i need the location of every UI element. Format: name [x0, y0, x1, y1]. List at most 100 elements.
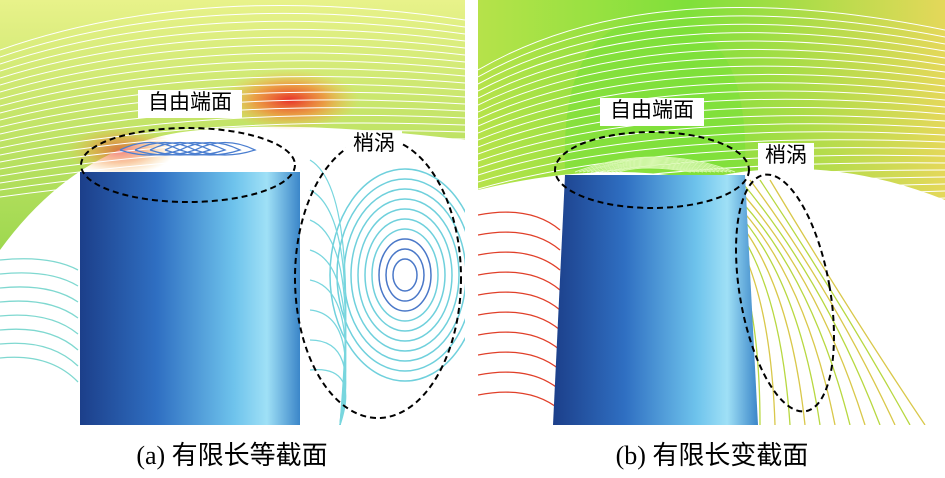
dashed-outline: [735, 173, 835, 413]
streamline: [194, 141, 257, 156]
streamline: [478, 15, 945, 78]
region-label: 梢涡: [765, 143, 807, 167]
streamline: [478, 65, 945, 120]
streamline: [0, 300, 79, 319]
streamline: [478, 57, 945, 113]
streamline: [478, 371, 561, 391]
streamline: [0, 68, 465, 107]
streamline: [582, 158, 728, 173]
streamline: [478, 351, 561, 371]
region-label: 梢涡: [353, 131, 395, 155]
streamline: [478, 123, 945, 169]
streamline: [0, 60, 465, 100]
dashed-outline: [80, 127, 296, 203]
streamline: [578, 157, 732, 173]
streamline: [0, 130, 465, 163]
streamline: [0, 44, 465, 86]
streamline: [478, 311, 561, 331]
streamline: [364, 218, 446, 332]
streamline: [0, 286, 79, 303]
label-box: [138, 90, 242, 118]
streamline: [0, 75, 465, 114]
streamline: [478, 391, 561, 411]
streamline: [329, 168, 465, 382]
streamline: [0, 52, 465, 93]
panel-b-image: [478, 0, 945, 425]
streamline: [0, 328, 79, 351]
streamline: [478, 73, 945, 127]
streamline: [0, 356, 79, 383]
streamline: [614, 166, 696, 173]
caption: (a) 有限长等截面: [136, 441, 327, 470]
streamline: [378, 238, 432, 312]
region-label: 自由端面: [148, 90, 232, 114]
region-label: 自由端面: [610, 98, 694, 122]
streamline: [0, 114, 465, 149]
streamline: [478, 90, 945, 141]
streamline: [309, 339, 347, 425]
streamline: [0, 83, 465, 121]
streamline: [164, 141, 227, 156]
streamline: [343, 188, 465, 362]
streamline: [478, 271, 561, 291]
streamline: [606, 164, 704, 173]
streamline: [729, 179, 866, 425]
streamline: [0, 12, 465, 58]
streamline: [610, 165, 700, 173]
streamline: [478, 32, 945, 92]
streamline: [478, 162, 945, 204]
streamline: [478, 147, 945, 190]
streamline: [478, 331, 561, 351]
label-box: [758, 143, 814, 171]
streamline: [0, 20, 465, 65]
streamline: [478, 23, 945, 85]
label-box: [600, 98, 704, 126]
streamline: [478, 251, 561, 271]
streamline: [309, 309, 347, 425]
streamline: [618, 167, 692, 173]
streamline: [478, 211, 561, 231]
caption: (b) 有限长变截面: [616, 441, 809, 470]
panel-a-image: [0, 0, 465, 425]
streamline: [478, 231, 561, 251]
streamline: [478, 82, 945, 134]
dashed-outline: [554, 131, 750, 209]
streamline: [0, 122, 465, 156]
streamline: [0, 28, 465, 72]
streamline: [0, 36, 465, 79]
streamline: [357, 208, 453, 342]
label-box: [346, 131, 402, 159]
streamline: [134, 141, 197, 156]
streamline: [590, 160, 720, 173]
streamline: [350, 198, 460, 352]
streamline: [478, 7, 945, 71]
streamline: [119, 141, 182, 156]
streamline: [149, 141, 212, 156]
streamline: [478, 131, 945, 176]
streamline: [0, 4, 465, 51]
streamline: [594, 161, 716, 173]
streamline: [598, 162, 712, 173]
streamline: [602, 163, 708, 173]
streamline: [759, 179, 911, 425]
streamline: [478, 48, 945, 106]
streamline: [336, 178, 465, 372]
streamline: [478, 40, 945, 99]
streamline: [179, 141, 242, 156]
streamline: [0, 258, 79, 271]
streamline: [309, 279, 347, 425]
streamline: [574, 156, 736, 173]
streamline: [392, 258, 418, 292]
streamline: [309, 369, 347, 425]
dashed-outline: [294, 137, 462, 419]
streamline: [0, 314, 79, 335]
streamline: [309, 249, 347, 425]
streamline: [739, 179, 881, 425]
streamline: [586, 159, 724, 173]
streamline: [478, 291, 561, 311]
streamline: [478, 139, 945, 183]
streamline: [0, 159, 465, 191]
streamline: [385, 248, 425, 302]
streamline: [749, 179, 896, 425]
